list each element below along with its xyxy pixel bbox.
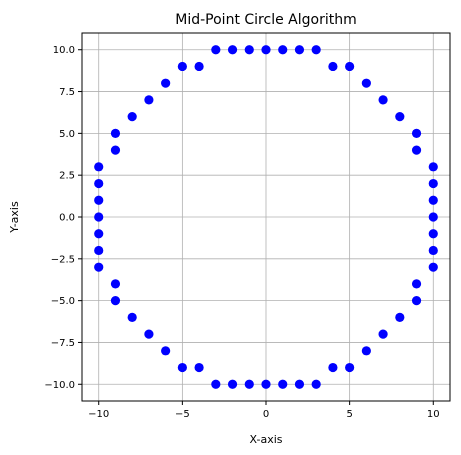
data-point [94,212,104,222]
data-points [94,45,438,389]
data-point [94,229,104,239]
x-tick-label: 5 [346,409,352,420]
x-tick-label: 10 [427,409,440,420]
y-tick-label: −2.5 [51,254,75,265]
data-point [361,78,371,88]
data-point [278,379,288,389]
data-point [278,45,288,55]
data-point [110,145,121,155]
data-point [294,379,305,389]
data-point [345,362,355,373]
data-point [294,45,305,55]
y-axis-label: Y-axis [8,201,21,234]
data-point [110,279,121,289]
data-point [378,329,388,339]
data-point [144,95,154,105]
x-tick-label: −10 [88,409,109,420]
data-point [161,78,171,88]
y-tick-label: −10.0 [44,380,75,391]
data-point [428,178,438,189]
data-point [428,195,438,205]
data-point [94,178,104,189]
data-point [94,262,104,272]
data-point [244,45,254,55]
y-tick-label: 5.0 [59,129,75,140]
data-point [395,312,405,322]
y-tick-label: −7.5 [51,338,75,349]
data-point [345,61,355,72]
y-tick-label: 0.0 [59,213,75,224]
data-point [311,379,321,389]
x-tick-label: −5 [175,409,190,420]
grid-lines [82,33,450,401]
x-ticks: −10 −5 0 5 10 [88,401,440,420]
data-point [211,379,221,389]
data-point [110,128,121,138]
data-point [144,329,154,339]
data-point [428,229,438,239]
data-point [428,262,438,272]
data-point [411,145,422,155]
data-point [328,362,338,373]
data-point [127,312,137,322]
data-point [261,379,271,389]
data-point [194,61,204,72]
data-point [244,379,254,389]
data-point [378,95,388,105]
data-point [194,362,204,373]
y-tick-label: 10.0 [53,45,75,56]
data-point [411,279,422,289]
data-point [328,61,338,72]
data-point [261,45,271,55]
data-point [411,296,422,306]
data-point [211,45,221,55]
data-point [227,45,238,55]
y-tick-label: −5.0 [51,296,75,307]
data-point [227,379,238,389]
data-point [428,245,438,256]
x-tick-label: 0 [263,409,269,420]
y-tick-label: 2.5 [59,171,75,182]
data-point [161,346,171,356]
data-point [110,296,121,306]
data-point [428,162,438,172]
x-axis-label: X-axis [250,433,283,446]
chart-title: Mid-Point Circle Algorithm [175,12,356,28]
y-ticks: −10.0 −7.5 −5.0 −2.5 0.0 2.5 5.0 7.5 10.0 [44,45,82,391]
data-point [395,112,405,122]
data-point [361,346,371,356]
y-tick-label: 7.5 [59,87,75,98]
data-point [177,362,187,373]
data-point [428,212,438,222]
data-point [94,162,104,172]
data-point [177,61,187,72]
data-point [411,128,422,138]
data-point [94,195,104,205]
data-point [127,112,137,122]
data-point [311,45,321,55]
data-point [94,245,104,256]
